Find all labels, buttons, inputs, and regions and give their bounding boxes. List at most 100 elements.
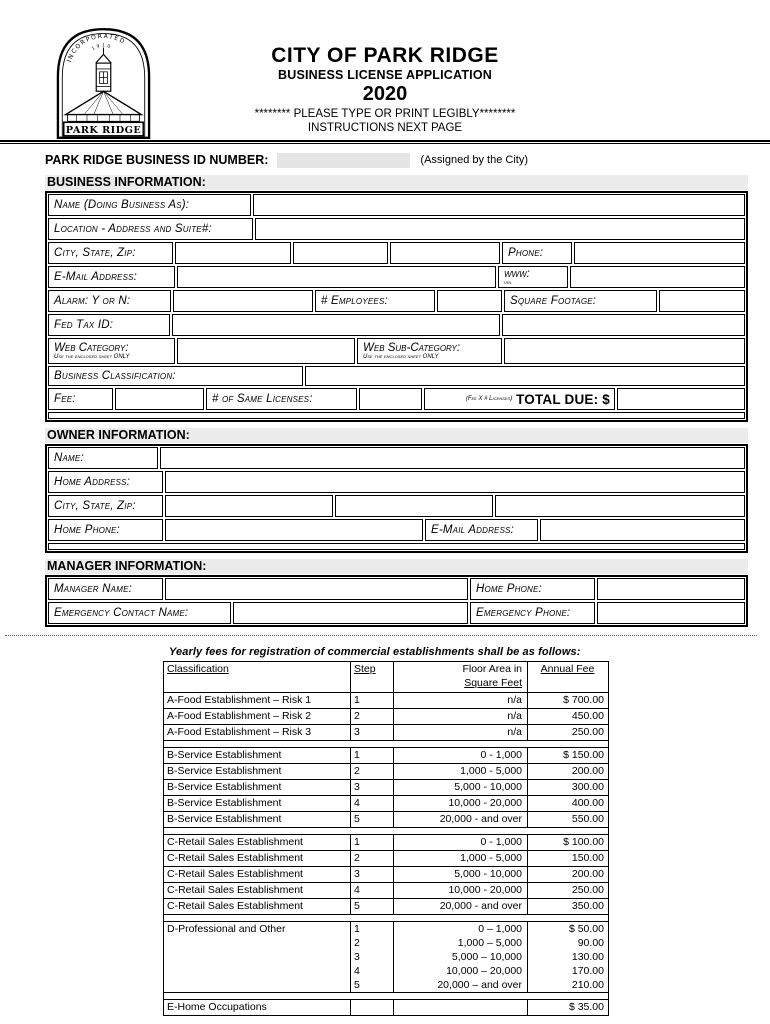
fee-row-c2: C-Retail Sales Establishment 2 1,000 - 5… (164, 851, 608, 867)
web-category-note: Use the enclosed sheet ONLY (54, 353, 130, 360)
employees-label: # Employees: (315, 290, 435, 312)
owner-section-header: OWNER INFORMATION: (45, 428, 748, 443)
owner-zip-input[interactable] (495, 495, 745, 517)
business-phone-input[interactable] (574, 242, 745, 264)
business-email-label: E-Mail Address: (48, 266, 175, 288)
business-id-input[interactable] (277, 152, 411, 168)
url-note: url (504, 279, 513, 286)
business-zip-input[interactable] (390, 242, 500, 264)
business-phone-label: Phone: (502, 242, 572, 264)
form-header: CITY OF PARK RIDGE BUSINESS LICENSE APPL… (0, 0, 770, 135)
business-city-input[interactable] (175, 242, 291, 264)
owner-row-name: Name: (48, 447, 745, 469)
logo-arc-year: 1910 (91, 42, 111, 51)
fee-group-separator (164, 915, 608, 922)
page-title: CITY OF PARK RIDGE (271, 44, 499, 67)
header-divider (0, 140, 770, 144)
fee-schedule-title: Yearly fees for registration of commerci… (169, 646, 581, 658)
emergency-phone-input[interactable] (597, 602, 745, 624)
business-email-input[interactable] (177, 266, 496, 288)
fee-row-e: E-Home Occupations $ 35.00 (164, 1000, 608, 1015)
business-info-table: Name (Doing Business As): Location - Add… (45, 191, 748, 422)
owner-name-input[interactable] (160, 447, 745, 469)
alarm-input[interactable] (173, 290, 313, 312)
classification-header: Classification (164, 662, 351, 692)
same-licenses-input[interactable] (359, 388, 422, 410)
fee-row-c3: C-Retail Sales Establishment 3 5,000 - 1… (164, 867, 608, 883)
fee-input[interactable] (115, 388, 204, 410)
instructions-note: INSTRUCTIONS NEXT PAGE (307, 122, 463, 134)
owner-row-address: Home Address: (48, 471, 745, 493)
web-subcategory-input[interactable] (504, 338, 745, 364)
fee-row-d-block: D-Professional and Other 1 2 3 4 5 0 – 1… (164, 922, 608, 993)
owner-email-input[interactable] (540, 519, 745, 541)
classification-input[interactable] (305, 366, 745, 386)
manager-row-emergency: Emergency Contact Name: Emergency Phone: (48, 602, 745, 624)
svg-text:1910: 1910 (91, 42, 113, 51)
business-row-classification: Business Classification: (48, 366, 745, 386)
square-footage-input[interactable] (659, 290, 745, 312)
fed-tax-label: Fed Tax ID: (48, 314, 170, 336)
emergency-contact-label: Emergency Contact Name: (48, 602, 231, 624)
business-state-input[interactable] (293, 242, 388, 264)
manager-name-input[interactable] (165, 578, 468, 600)
business-row-location: Location - Address and Suite#: (48, 218, 745, 240)
business-name-label: Name (Doing Business As): (48, 194, 251, 216)
park-ridge-city-seal-logo: INCORPORATED 1910 (55, 26, 152, 142)
owner-row-phone: Home Phone: E-Mail Address: (48, 519, 745, 541)
fee-row-a1: A-Food Establishment – Risk 1 1 n/a $ 70… (164, 693, 608, 709)
website-input[interactable] (570, 266, 745, 288)
same-licenses-label: # of Same Licenses: (206, 388, 357, 410)
type-legibly-note: ******** PLEASE TYPE OR PRINT LEGIBLY***… (254, 108, 516, 120)
business-row-fee: Fee: # of Same Licenses: (Fee X # Licens… (48, 388, 745, 410)
total-due-label: TOTAL DUE: $ (516, 391, 610, 407)
web-category-input[interactable] (177, 338, 355, 364)
owner-city-label: City, State, Zip: (48, 495, 163, 517)
fee-schedule-table: Classification Step Floor Area in Square… (163, 661, 609, 1016)
web-category-label: Web Category: (54, 341, 129, 354)
owner-state-input[interactable] (335, 495, 493, 517)
step-header: Step (351, 662, 394, 692)
owner-city-input[interactable] (165, 495, 333, 517)
business-section-header: BUSINESS INFORMATION: (45, 175, 748, 190)
fee-schedule: Yearly fees for registration of commerci… (163, 646, 609, 1016)
fee-row-b4: B-Service Establishment 4 10,000 - 20,00… (164, 796, 608, 812)
fed-tax-input[interactable] (172, 314, 500, 336)
manager-home-phone-input[interactable] (597, 578, 745, 600)
manager-name-label: Manager Name: (48, 578, 163, 600)
web-subcategory-note: Use the enclosed sheet ONLY (363, 353, 439, 360)
web-subcategory-label: Web Sub-Category: (363, 341, 461, 354)
employees-input[interactable] (437, 290, 502, 312)
fee-group-separator (164, 828, 608, 835)
www-label-cell: www: url (498, 266, 568, 288)
city-seal-icon: INCORPORATED 1910 (56, 28, 151, 139)
form-year: 2020 (362, 83, 408, 105)
owner-phone-input[interactable] (165, 519, 423, 541)
fee-row-b2: B-Service Establishment 2 1,000 - 5,000 … (164, 764, 608, 780)
total-due-input[interactable] (617, 388, 745, 410)
owner-email-label: E-Mail Address: (425, 519, 538, 541)
manager-row-name: Manager Name: Home Phone: (48, 578, 745, 600)
business-name-input[interactable] (253, 194, 745, 216)
manager-home-phone-label: Home Phone: (470, 578, 595, 600)
business-row-name: Name (Doing Business As): (48, 194, 745, 216)
manager-section-header: MANAGER INFORMATION: (45, 559, 748, 574)
web-subcategory-label-cell: Web Sub-Category: Use the enclosed sheet… (357, 338, 502, 364)
business-id-line: PARK RIDGE BUSINESS ID NUMBER: (Assigned… (45, 151, 748, 169)
web-category-label-cell: Web Category: Use the enclosed sheet ONL… (48, 338, 175, 364)
owner-address-input[interactable] (165, 471, 745, 493)
owner-address-label: Home Address: (48, 471, 163, 493)
fee-row-a3: A-Food Establishment – Risk 3 3 n/a 250.… (164, 725, 608, 741)
fee-group-separator (164, 741, 608, 748)
business-filler-row (48, 412, 745, 419)
owner-row-city: City, State, Zip: (48, 495, 745, 517)
fee-row-a2: A-Food Establishment – Risk 2 2 n/a 450.… (164, 709, 608, 725)
fed-tax-extra-cell[interactable] (502, 314, 745, 336)
owner-info-table: Name: Home Address: City, State, Zip: Ho… (45, 444, 748, 553)
emergency-contact-input[interactable] (233, 602, 468, 624)
location-input[interactable] (255, 218, 745, 240)
fee-table-header-row: Classification Step Floor Area in Square… (164, 662, 608, 693)
fee-group-separator (164, 993, 608, 1000)
location-label: Location - Address and Suite#: (48, 218, 253, 240)
